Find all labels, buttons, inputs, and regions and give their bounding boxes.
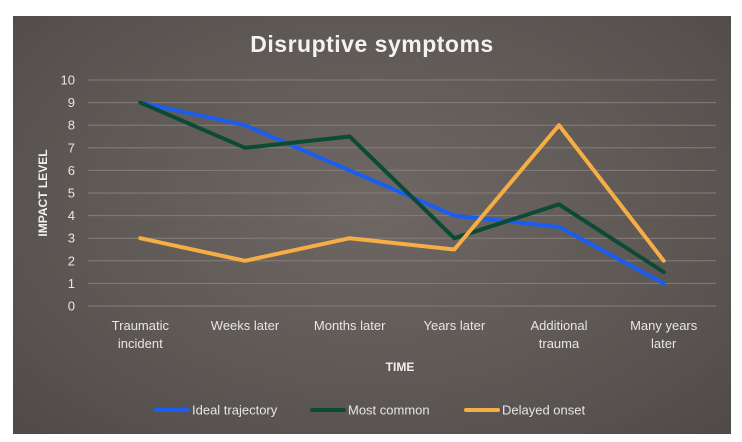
y-tick-label: 5 (68, 186, 75, 201)
legend-label: Delayed onset (502, 403, 585, 418)
chart-area (13, 16, 731, 434)
y-tick-label: 1 (68, 276, 75, 291)
x-tick-label: Months later (314, 318, 386, 333)
series-line-1 (138, 100, 666, 286)
y-tick-label: 2 (68, 253, 75, 268)
y-tick-label: 10 (61, 73, 75, 88)
legend-label: Most common (348, 403, 430, 418)
chart-title: Disruptive symptoms (250, 31, 493, 57)
y-tick-label: 4 (68, 208, 75, 223)
legend-label: Ideal trajectory (192, 403, 278, 418)
y-tick-label: 6 (68, 163, 75, 178)
x-tick-label: Years later (423, 318, 485, 333)
x-axis-title: TIME (386, 360, 415, 374)
x-tick-label: Many years later (630, 318, 698, 351)
legend: Ideal trajectory Most common Delayed onset (154, 403, 585, 418)
y-tick-label: 0 (68, 299, 75, 314)
x-tick-label: Weeks later (211, 318, 280, 333)
x-tick-label: Additional trauma (530, 318, 587, 351)
series-line-2 (138, 100, 666, 275)
y-tick-label: 3 (68, 231, 75, 246)
x-tick-label: Traumatic incident (112, 318, 170, 351)
series-line-3 (138, 123, 666, 263)
y-axis-title: IMPACT LEVEL (36, 149, 50, 236)
y-tick-label: 9 (68, 95, 75, 110)
y-tick-label: 7 (68, 140, 75, 155)
y-tick-label: 8 (68, 118, 75, 133)
